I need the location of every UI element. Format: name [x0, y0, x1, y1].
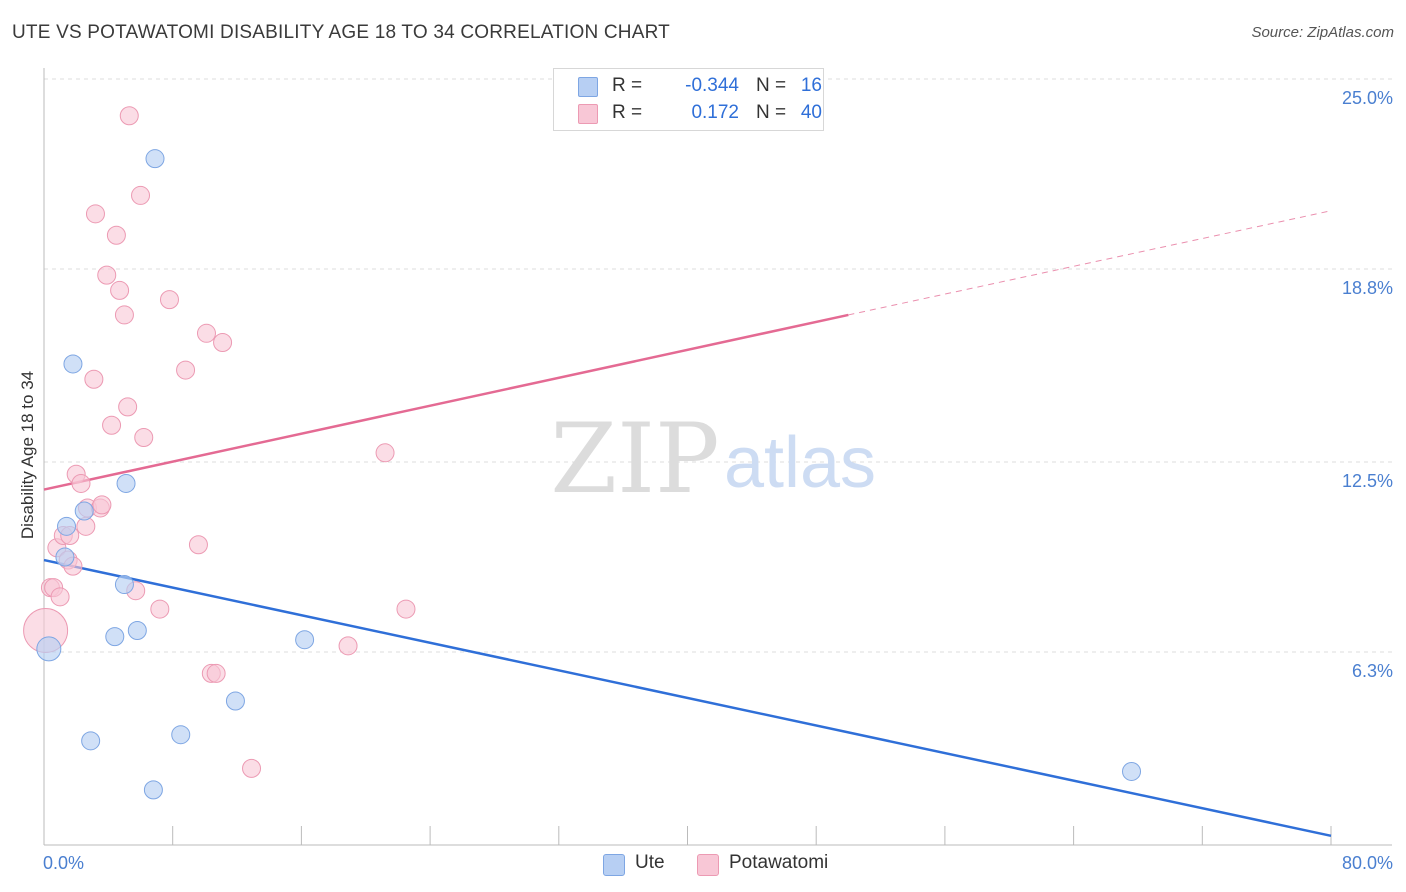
ute-point: [81, 731, 101, 751]
potawatomi-point: [396, 599, 416, 619]
ute-r-value: -0.344: [685, 75, 739, 96]
potawatomi-point: [114, 305, 134, 325]
ute-point: [105, 627, 125, 647]
potawatomi-point: [213, 333, 233, 353]
potawatomi-point: [85, 204, 105, 224]
ute-point: [55, 547, 75, 567]
potawatomi-point: [338, 636, 358, 656]
ute-point: [171, 725, 191, 745]
ute-point: [57, 516, 77, 536]
potawatomi-point: [119, 106, 139, 126]
ute-n-value: 16: [800, 75, 822, 96]
y-tick-label: 18.8%: [1342, 278, 1393, 298]
potawatomi-point: [50, 587, 70, 607]
potawatomi-n-value: 40: [800, 102, 822, 123]
y-tick-label: 12.5%: [1342, 471, 1393, 491]
ute-point: [74, 501, 94, 521]
axes: [43, 68, 1392, 846]
potawatomi-point: [159, 290, 179, 310]
y-tick-label: 6.3%: [1352, 661, 1393, 681]
ute-point: [143, 780, 163, 800]
watermark-zip: ZIP: [550, 403, 719, 515]
ute-point: [225, 691, 245, 711]
potawatomi-r-label: R =: [612, 102, 643, 123]
ute-point: [1122, 761, 1142, 781]
ute-points: [36, 149, 1142, 800]
ute-point: [114, 575, 134, 595]
potawatomi-point: [131, 185, 151, 205]
potawatomi-point: [176, 360, 196, 380]
potawatomi-point: [188, 535, 208, 555]
potawatomi-point: [242, 758, 262, 778]
potawatomi-trend-line: [43, 313, 849, 491]
grid-lines: [44, 78, 1392, 653]
source-note: Source: ZipAtlas.com: [1251, 24, 1394, 41]
y-tick-labels: 6.3% 12.5% 18.8% 25.0%: [1342, 88, 1393, 681]
potawatomi-point: [150, 599, 170, 619]
ute-point: [145, 149, 165, 169]
ute-swatch: [578, 77, 598, 97]
potawatomi-points: [23, 106, 416, 778]
y-tick-label: 25.0%: [1342, 88, 1393, 108]
potawatomi-r-value: 0.172: [691, 102, 739, 123]
y-axis-label: Disability Age 18 to 34: [18, 371, 37, 539]
x-tick-label: 80.0%: [1342, 853, 1393, 873]
potawatomi-point: [97, 265, 117, 285]
trend-lines: [43, 210, 1332, 838]
potawatomi-point: [118, 397, 138, 417]
ute-point: [127, 621, 147, 641]
watermark: ZIP atlas: [550, 403, 876, 515]
potawatomi-trend-extension: [848, 210, 1332, 316]
watermark-atlas: atlas: [724, 423, 876, 503]
bottom-ute-label: Ute: [635, 852, 665, 873]
potawatomi-point: [106, 225, 126, 245]
x-tick-label: 0.0%: [43, 853, 84, 873]
potawatomi-point: [196, 323, 216, 343]
x-tick-labels: 0.0% 80.0%: [43, 853, 1393, 873]
bottom-potawatomi-swatch: [697, 854, 719, 876]
potawatomi-point: [102, 415, 122, 435]
ute-point: [295, 630, 315, 650]
ute-point: [36, 636, 62, 662]
ute-r-label: R =: [612, 75, 643, 96]
potawatomi-swatch: [578, 104, 598, 124]
chart-title: UTE VS POTAWATOMI DISABILITY AGE 18 TO 3…: [12, 22, 670, 43]
potawatomi-point: [71, 473, 91, 493]
ute-n-label: N =: [756, 75, 787, 96]
bottom-ute-swatch: [603, 854, 625, 876]
correlation-legend: R = -0.344 N = 16 R = 0.172 N = 40: [553, 68, 824, 131]
potawatomi-point: [134, 427, 154, 447]
potawatomi-point: [84, 369, 104, 389]
ute-point: [63, 354, 83, 374]
potawatomi-point: [375, 443, 395, 463]
potawatomi-point: [110, 280, 130, 300]
ute-point: [116, 473, 136, 493]
potawatomi-point: [92, 495, 112, 515]
bottom-potawatomi-label: Potawatomi: [729, 852, 829, 873]
potawatomi-n-label: N =: [756, 102, 787, 123]
potawatomi-point: [206, 663, 226, 683]
ute-trend-line: [43, 558, 1332, 838]
